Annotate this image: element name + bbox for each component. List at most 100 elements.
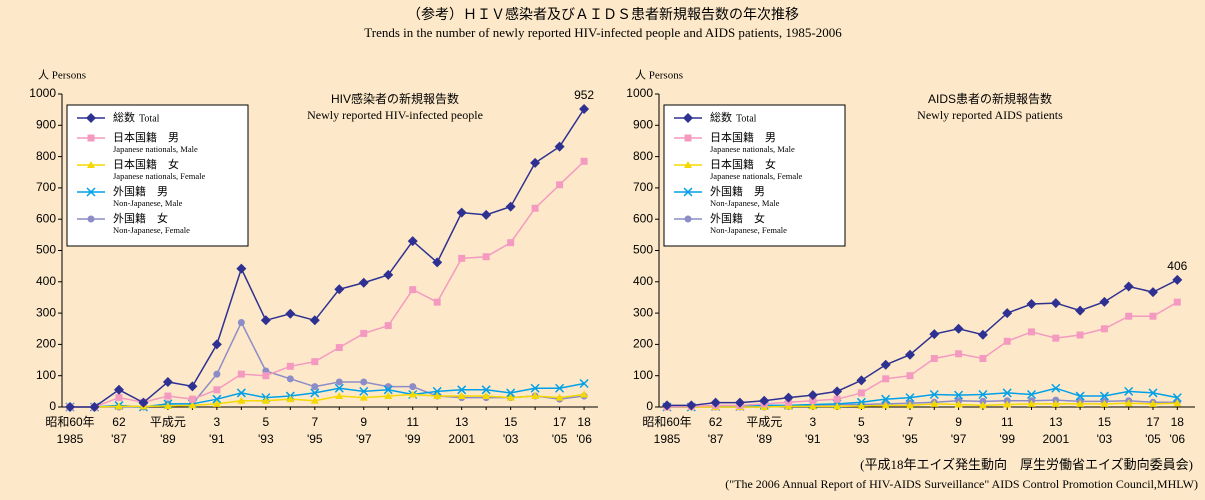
marker [832, 386, 843, 397]
y-tick-label: 300 [633, 305, 653, 319]
x-tick-label-western: '91 [209, 432, 225, 446]
marker [86, 187, 96, 197]
marker [237, 370, 245, 378]
data-label: 406 [1167, 259, 1187, 273]
marker [162, 376, 173, 387]
x-tick-label-western: '87 [708, 432, 724, 446]
marker [334, 284, 345, 295]
y-tick-label: 100 [36, 368, 56, 382]
marker [1027, 399, 1036, 407]
chart-subtitle: Newly reported HIV-infected people [307, 108, 483, 122]
series-line [70, 382, 585, 408]
y-tick-label: 0 [49, 399, 56, 413]
legend-label-en: Japanese nationals, Female [710, 171, 803, 181]
y-tick-label: 300 [36, 305, 56, 319]
marker [505, 201, 516, 212]
x-tick-label: 17 [1146, 415, 1160, 429]
marker [433, 392, 442, 400]
legend-label-en: Non-Japanese, Female [113, 225, 190, 235]
y-tick-label: 600 [36, 211, 56, 225]
marker [457, 392, 466, 400]
x-tick-label-western: 2001 [1042, 432, 1069, 446]
legend-box [663, 104, 846, 247]
y-tick-label: 500 [633, 243, 653, 257]
marker [530, 157, 541, 168]
x-tick-label: 平成元 [746, 415, 782, 429]
marker [311, 358, 319, 366]
marker [65, 402, 75, 412]
marker [1075, 305, 1086, 316]
marker [86, 113, 96, 123]
marker [506, 388, 516, 398]
marker [662, 400, 672, 411]
marker [978, 389, 988, 400]
marker [211, 339, 222, 350]
marker [481, 209, 492, 220]
marker [929, 389, 939, 400]
marker [236, 263, 247, 274]
x-tick-label-western: '99 [999, 432, 1015, 446]
series-line [667, 402, 1178, 408]
marker [979, 354, 987, 362]
marker [684, 134, 692, 142]
source: (平成18年エイズ発生動向 厚生労働省エイズ動向委員会) [860, 457, 1193, 472]
x-tick-label: 62 [709, 415, 723, 429]
marker [1124, 386, 1134, 396]
x-tick-label: 15 [504, 415, 518, 429]
x-tick-label: 5 [858, 415, 865, 429]
y-tick-label: 700 [36, 180, 56, 194]
x-tick-label: 7 [311, 415, 318, 429]
marker [555, 393, 564, 401]
marker [115, 394, 123, 402]
marker [1099, 391, 1109, 401]
marker [87, 134, 95, 142]
marker [1172, 274, 1183, 285]
marker [905, 393, 915, 403]
y-axis-label: 人 Persons [38, 69, 86, 82]
marker [929, 329, 940, 340]
x-tick-label-western: '87 [111, 432, 127, 446]
marker [213, 386, 221, 394]
marker [261, 396, 270, 404]
marker [262, 372, 270, 380]
marker [286, 362, 294, 370]
legend-label: 外国籍 女 [113, 211, 168, 225]
x-tick-label-western: '97 [951, 432, 967, 446]
x-tick-label: 3 [809, 415, 816, 429]
marker [1124, 399, 1133, 407]
series-line [70, 108, 585, 408]
chart-title: HIV感染者の新規報告数 [331, 91, 459, 106]
marker [1149, 312, 1157, 320]
marker [880, 359, 891, 370]
marker [506, 393, 515, 401]
marker [579, 104, 590, 115]
series-line [667, 279, 1178, 407]
marker [833, 395, 841, 403]
marker [1026, 299, 1037, 310]
legend-label: 外国籍 男 [710, 184, 765, 198]
legend-label-en: Non-Japanese, Male [113, 198, 183, 208]
marker [930, 399, 939, 407]
marker [383, 269, 394, 280]
marker [409, 383, 417, 391]
y-axis-label: 人 Persons [635, 69, 683, 82]
marker [456, 207, 467, 218]
marker [359, 386, 369, 396]
x-tick-label-western: '95 [902, 432, 918, 446]
y-tick-label: 500 [36, 243, 56, 257]
marker [481, 385, 491, 395]
x-tick-label: 13 [455, 415, 469, 429]
marker [759, 395, 770, 406]
x-tick-label-western: '91 [805, 432, 821, 446]
x-tick-label: 17 [553, 415, 567, 429]
x-tick-label: 11 [406, 415, 419, 429]
x-tick-label-western: 2001 [448, 432, 475, 446]
marker [882, 375, 890, 383]
legend-label: 総数 [710, 110, 732, 124]
marker [188, 401, 197, 409]
marker [954, 390, 964, 400]
series-line [666, 301, 1178, 408]
y-tick-label: 600 [633, 211, 653, 225]
